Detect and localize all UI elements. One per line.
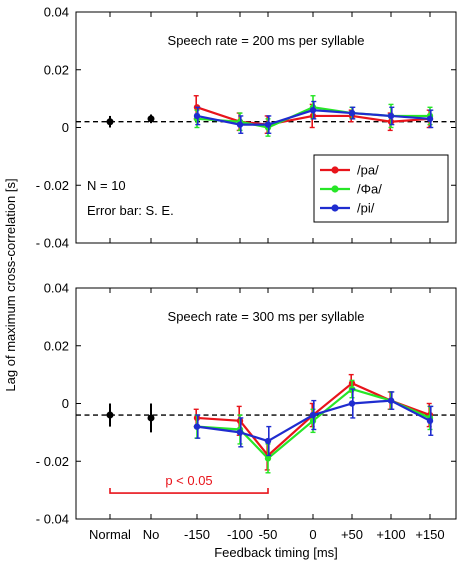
data-point-pi [193, 112, 201, 120]
baseline-point [147, 115, 155, 123]
baseline-point [147, 414, 155, 422]
data-point-pi [426, 417, 434, 425]
bottom-panel: 0.04 0.02 0 - 0.02 - 0.04 Speech rate = 300 m… [36, 281, 457, 542]
legend-marker-pa [331, 166, 339, 174]
y-tick-label: 0.02 [44, 62, 69, 77]
y-axis-label: Lag of maximum cross-correlation [s] [3, 178, 18, 391]
y-tick-label: 0 [62, 396, 69, 411]
x-tick-label: -50 [259, 527, 278, 542]
top-panel: 0.04 0.02 0 - 0.02 - 0.04 Speech rate = 200 m… [36, 5, 457, 251]
y-tick-label: 0.04 [44, 281, 69, 296]
significance-label: p < 0.05 [165, 473, 212, 488]
data-point-pi [387, 397, 395, 404]
legend-label-pa: /pa/ [357, 163, 379, 178]
x-tick-label: Normal [89, 527, 131, 542]
x-tick-label: -100 [227, 527, 253, 542]
x-tick-label: +150 [415, 527, 444, 542]
data-point-pi [193, 423, 201, 430]
data-point-pi [236, 121, 244, 128]
data-point-pi [387, 112, 395, 120]
baseline-point [106, 411, 114, 419]
error-bar-annotation: Error bar: S. E. [87, 203, 174, 218]
data-point-phia [264, 455, 272, 462]
panel-title: Speech rate = 200 ms per syllable [168, 33, 365, 48]
data-point-pi [309, 106, 317, 114]
legend: /pa/ /Φa/ /pi/ [313, 154, 449, 223]
data-point-pi [264, 437, 272, 445]
x-tick-label: -150 [184, 527, 210, 542]
y-tick-label: - 0.04 [36, 236, 69, 251]
panel-title: Speech rate = 300 ms per syllable [168, 309, 365, 324]
y-tick-label: 0.02 [44, 338, 69, 353]
legend-label-phia: /Φa/ [357, 182, 382, 197]
y-tick-label: - 0.04 [36, 512, 69, 527]
x-axis-label: Feedback timing [ms] [214, 545, 338, 560]
y-tick-label: 0.04 [44, 5, 69, 20]
data-point-pi [264, 121, 272, 128]
data-point-pi [236, 429, 244, 436]
data-point-pi [348, 109, 356, 117]
data-point-pi [426, 115, 434, 123]
legend-label-pi: /pi/ [357, 201, 375, 216]
y-tick-label: - 0.02 [36, 454, 69, 469]
legend-marker-phia [331, 185, 339, 193]
y-tick-label: 0 [62, 120, 69, 135]
x-tick-label: +100 [376, 527, 405, 542]
y-tick-label: - 0.02 [36, 178, 69, 193]
data-point-pi [348, 400, 356, 407]
n-annotation: N = 10 [87, 178, 126, 193]
x-tick-label: 0 [309, 527, 316, 542]
significance-bracket [109, 488, 269, 494]
x-tick-label: No [143, 527, 160, 542]
baseline-point [106, 118, 114, 126]
data-point-pi [309, 411, 317, 419]
legend-marker-pi [331, 204, 339, 212]
x-tick-label: +50 [341, 527, 363, 542]
